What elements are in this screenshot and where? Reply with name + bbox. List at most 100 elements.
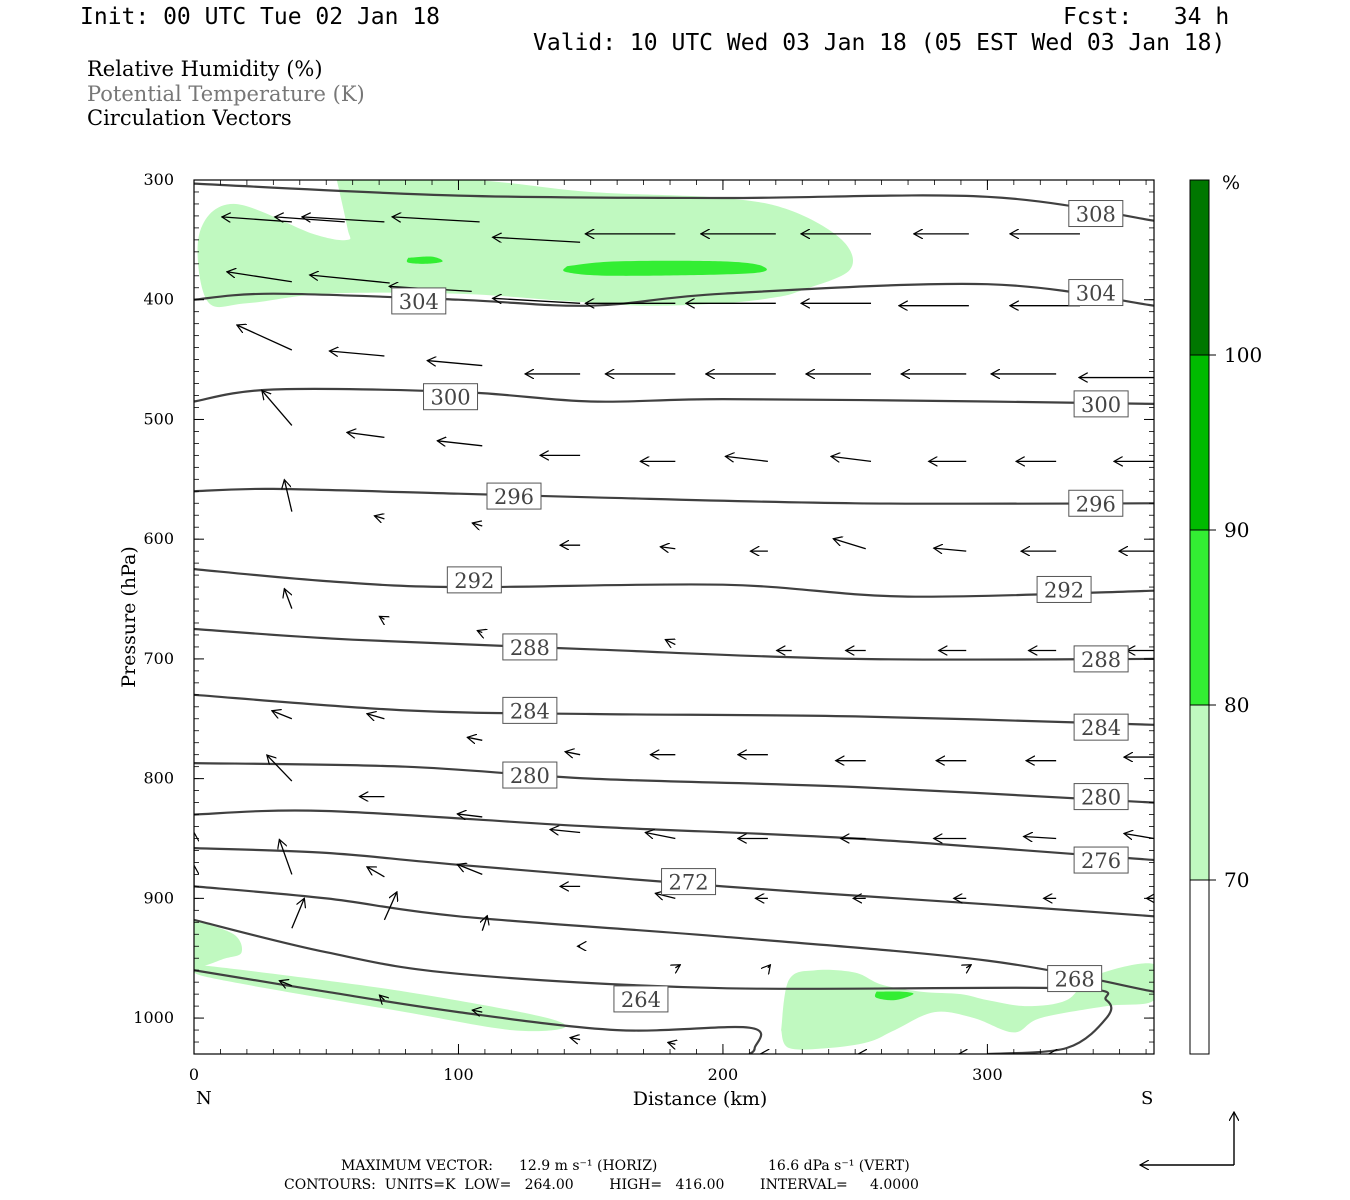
contour-label-box [1073,846,1129,874]
contour-label: 296 [1076,492,1116,516]
contour-label-box [446,566,502,594]
contour-labels: 308 304 304 300 300 296 296 292 292 288 288 284 284 2… [391,200,1129,1013]
theta-contour-280 [194,762,1154,804]
contour-label: 272 [668,871,708,895]
circulation-vector [645,832,676,838]
contour-label-box [1073,783,1129,811]
circulation-vector [457,814,483,817]
theta-contour-304 [194,282,1154,307]
circulation-vector [329,351,385,356]
contour-label: 288 [1081,648,1121,672]
circulation-vector [379,616,384,619]
rh-region-0 [197,180,853,308]
contour-label-box [502,761,558,789]
contour-label: 280 [510,764,550,788]
circulation-vector [660,547,676,549]
colorbar-label-70: 70 [1224,868,1249,892]
circulation-vector [493,237,581,243]
contour-label-box [502,633,558,661]
y-tick-label: 500 [143,409,174,428]
rh-region-5 [781,963,1154,1050]
forecast-hour: Fcst: 34 h [1063,4,1230,30]
y-axis-title: Pressure (hPa) [118,546,140,688]
circulation-vector [1124,833,1154,838]
x-tick-label: 100 [443,1065,474,1084]
theta-contour-9 [194,847,1154,918]
circulation-vector [291,898,305,929]
contour-label: 300 [1081,393,1121,417]
x-tick-label: 300 [972,1065,1003,1084]
circulation-vector [934,548,967,551]
contour-label-box [1036,575,1092,603]
circulation-vector [367,867,385,878]
north-label: N [196,1088,212,1109]
contour-label-box [661,868,717,896]
rh-region-3 [194,919,243,967]
contour-label: 304 [1076,282,1116,306]
contour-label: 284 [510,699,550,723]
init-time: Init: 00 UTC Tue 02 Jan 18 [80,4,441,30]
theta-contour-268 [194,918,1113,1054]
circulation-vector [550,830,581,833]
circulation-vector [570,1038,581,1040]
theta-contour-308 [194,182,1154,222]
circulation-vector [565,752,581,755]
contour-label: 268 [1055,968,1095,992]
theta-contour-276 [194,809,1154,862]
axes: 300 400 500 600 700 800 900 1000 0 100 200 300 [133,170,1154,1084]
contour-label-box [486,482,542,510]
contour-label-box [613,985,669,1013]
circulation-vector [831,456,872,461]
y-tick-label: 900 [143,888,174,907]
circulation-vectors [194,217,1154,1054]
legend-circulation-vectors: Circulation Vectors [87,106,292,130]
circulation-vector [725,456,768,461]
colorbar-label-90: 90 [1224,518,1249,542]
colorbar-unit: % [1222,172,1240,194]
theta-contour-296 [194,487,1154,505]
circulation-vector [477,631,482,633]
circulation-vector [379,995,384,1000]
circulation-vector [272,711,293,720]
colorbar-band-above-100 [1189,179,1210,356]
y-tick-label: 700 [143,649,174,668]
contour-label: 292 [454,569,494,593]
contour-label: 280 [1081,786,1121,810]
contour-label-box [1073,713,1129,741]
circulation-vector [966,965,971,968]
contour-label-box [1073,645,1129,673]
contour-label-box [1068,489,1124,517]
rh-region-6 [874,991,914,1001]
theta-contour-300 [194,387,1154,405]
circulation-vector [437,441,483,446]
y-tick-label: 1000 [133,1008,174,1027]
theta-contour-292 [194,568,1154,598]
contour-label: 276 [1081,849,1121,873]
circulation-vector [310,275,390,284]
colorbar-label-80: 80 [1224,693,1249,717]
contour-label: 308 [1076,203,1116,227]
colorbar-band-below-70 [1189,879,1210,1055]
circulation-vector [655,893,676,898]
legend-potential-temperature: Potential Temperature (K) [87,82,365,106]
circulation-vector [262,390,293,426]
contour-label-box [1073,390,1129,418]
theta-contour-284 [194,693,1154,726]
y-tick-label: 600 [143,529,174,548]
circulation-vector [833,539,866,550]
contour-label-box [391,287,447,315]
reference-vector-icon [1140,1112,1234,1165]
circulation-vector [768,965,771,968]
theta-contour-264 [194,969,763,1054]
contour-label-box [1047,965,1103,993]
rh-region-2 [406,256,443,264]
contour-label-box [1068,200,1124,228]
contour-label: 292 [1044,578,1084,602]
circulation-vector [668,1042,676,1044]
contour-label: 304 [399,290,439,314]
contour-info: CONTOURS: UNITS=K LOW= 264.00 HIGH= 416.… [284,1177,919,1193]
max-vector-horiz: 12.9 m s⁻¹ (HORIZ) [519,1158,658,1174]
colorbar-band-80-90 [1189,529,1210,706]
contour-label: 296 [494,485,534,509]
